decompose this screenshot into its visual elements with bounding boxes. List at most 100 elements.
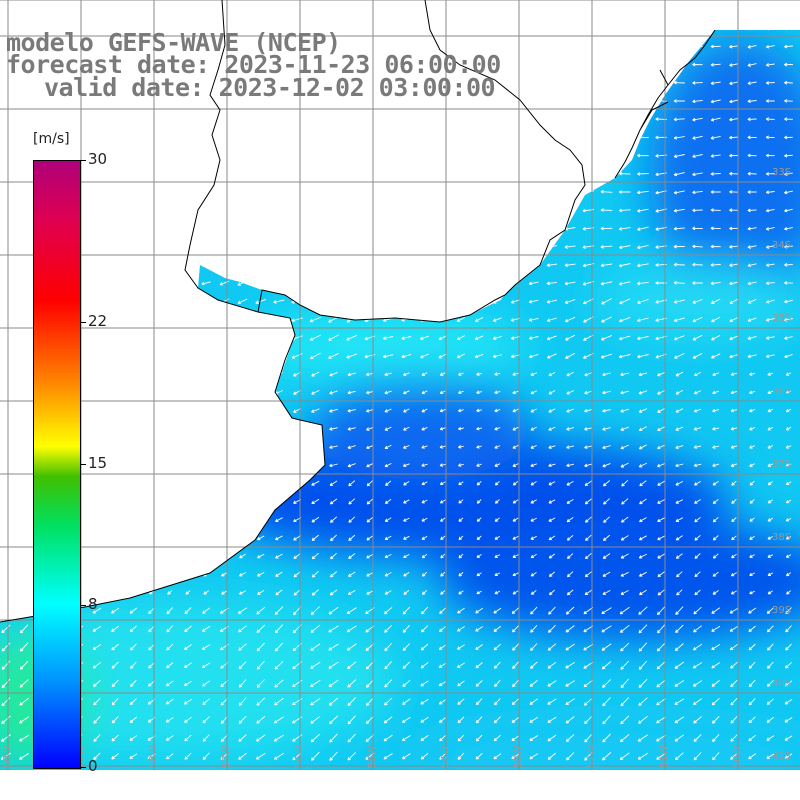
wind-arrow bbox=[328, 643, 339, 651]
wind-arrow bbox=[731, 535, 737, 541]
wind-arrow bbox=[310, 606, 320, 616]
wind-arrow bbox=[474, 117, 484, 122]
wind-arrow bbox=[674, 353, 685, 359]
wind-arrow bbox=[273, 153, 285, 159]
wind-arrow bbox=[18, 99, 30, 104]
wind-arrow bbox=[238, 390, 247, 395]
wind-arrow bbox=[239, 498, 246, 505]
wind-arrow bbox=[638, 642, 648, 652]
wind-arrow bbox=[712, 535, 719, 541]
wind-arrow bbox=[273, 171, 285, 177]
wind-arrow bbox=[675, 553, 683, 559]
wind-arrow bbox=[674, 716, 685, 724]
wind-arrow bbox=[273, 335, 285, 341]
wind-arrow bbox=[439, 752, 447, 760]
wind-arrow bbox=[291, 153, 303, 159]
wind-arrow bbox=[512, 661, 519, 670]
wind-arrow bbox=[638, 444, 647, 450]
wind-arrow bbox=[494, 517, 500, 522]
wind-arrow bbox=[219, 154, 230, 158]
wind-arrow bbox=[128, 299, 138, 304]
wind-arrow bbox=[111, 607, 120, 614]
wind-arrow bbox=[547, 752, 557, 760]
wind-arrow bbox=[329, 571, 338, 578]
wind-arrow bbox=[401, 299, 412, 304]
wind-arrow bbox=[564, 316, 576, 323]
wind-arrow bbox=[364, 135, 376, 140]
wind-arrow bbox=[329, 751, 338, 761]
wind-arrow bbox=[237, 208, 248, 213]
wind-arrow bbox=[767, 572, 774, 577]
wind-arrow bbox=[328, 697, 339, 706]
wind-arrow bbox=[747, 117, 757, 122]
wind-arrow bbox=[456, 263, 466, 267]
wind-arrow bbox=[365, 372, 374, 377]
wind-arrow bbox=[257, 498, 265, 505]
wind-arrow bbox=[129, 244, 138, 250]
wind-arrow bbox=[401, 136, 412, 140]
wind-arrow bbox=[256, 606, 266, 615]
longitude-label: 54W bbox=[440, 745, 451, 768]
wind-arrow bbox=[129, 735, 138, 741]
wind-arrow bbox=[784, 190, 793, 195]
wind-arrow bbox=[675, 499, 684, 504]
wind-arrow bbox=[347, 733, 356, 743]
wind-arrow bbox=[438, 662, 447, 668]
wind-arrow bbox=[238, 444, 247, 449]
wind-arrow bbox=[439, 499, 446, 504]
wind-arrow bbox=[711, 644, 721, 651]
wind-arrow bbox=[239, 462, 247, 468]
wind-arrow bbox=[382, 117, 394, 122]
wind-arrow bbox=[291, 353, 303, 359]
wind-arrow bbox=[237, 154, 248, 158]
wind-arrow bbox=[492, 117, 502, 122]
wind-arrow bbox=[548, 571, 555, 577]
wind-arrow bbox=[255, 335, 267, 341]
wind-arrow bbox=[529, 716, 539, 723]
wind-arrow bbox=[784, 208, 793, 213]
wind-arrow bbox=[692, 316, 703, 323]
wind-arrow bbox=[420, 643, 429, 651]
wind-arrow bbox=[148, 372, 155, 376]
wind-arrow bbox=[110, 280, 120, 286]
wind-arrow bbox=[548, 408, 556, 413]
wind-arrow bbox=[493, 753, 502, 760]
wind-arrow bbox=[183, 644, 192, 651]
wind-arrow bbox=[128, 172, 138, 176]
wind-arrow bbox=[528, 153, 539, 158]
wind-arrow bbox=[767, 536, 774, 540]
wind-arrow bbox=[730, 752, 738, 760]
wind-arrow bbox=[256, 679, 265, 688]
wind-arrow bbox=[546, 30, 558, 31]
wind-arrow bbox=[310, 679, 321, 687]
wind-arrow bbox=[185, 517, 191, 522]
wind-arrow bbox=[94, 535, 100, 541]
wind-arrow bbox=[20, 408, 29, 413]
wind-arrow bbox=[128, 317, 138, 322]
wind-arrow bbox=[128, 190, 138, 195]
wind-arrow bbox=[311, 408, 320, 413]
wind-arrow bbox=[401, 336, 412, 340]
wind-arrow bbox=[748, 661, 756, 669]
wind-arrow bbox=[692, 281, 703, 285]
wind-arrow bbox=[528, 353, 539, 359]
wind-arrow bbox=[201, 226, 211, 231]
wind-arrow bbox=[384, 390, 392, 395]
wind-arrow bbox=[421, 606, 429, 615]
wind-arrow bbox=[492, 154, 502, 158]
wind-arrow bbox=[458, 390, 464, 395]
wind-arrow bbox=[566, 752, 575, 761]
wind-arrow bbox=[1, 660, 11, 670]
wind-arrow bbox=[110, 335, 120, 341]
wind-arrow bbox=[238, 697, 247, 706]
wind-arrow bbox=[566, 571, 574, 578]
colorbar-unit: [m/s] bbox=[33, 131, 70, 147]
wind-arrow bbox=[765, 263, 775, 267]
wind-arrow bbox=[476, 372, 483, 376]
wind-arrow bbox=[18, 117, 30, 122]
wind-arrow bbox=[712, 516, 719, 523]
wind-arrow bbox=[20, 498, 29, 504]
wind-arrow bbox=[620, 678, 629, 689]
wind-arrow bbox=[183, 245, 193, 249]
wind-arrow bbox=[346, 190, 358, 195]
